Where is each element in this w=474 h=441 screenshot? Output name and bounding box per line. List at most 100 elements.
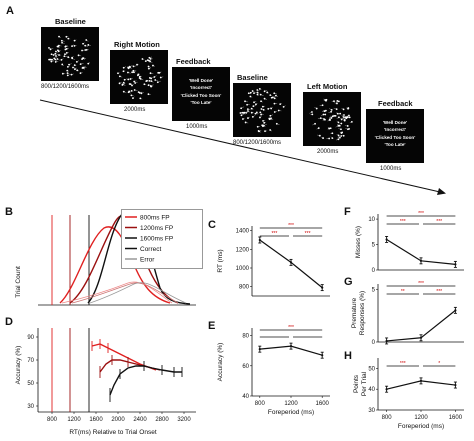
motion-dot bbox=[64, 53, 66, 56]
significance-marker: *** bbox=[436, 219, 442, 225]
panel-h-chart: 50 40 30 800 1200 1600 Foreperiod (ms) PointsPe… bbox=[353, 358, 464, 430]
xlabel: Foreperiod (ms) bbox=[268, 409, 314, 416]
ytick-label: 60 bbox=[242, 364, 249, 370]
motion-dot bbox=[247, 117, 249, 119]
motion-dot bbox=[261, 105, 264, 108]
motion-dot bbox=[128, 65, 131, 68]
motion-dot bbox=[315, 107, 318, 110]
motion-dot bbox=[336, 102, 338, 105]
panel-d-xtick: 1200 bbox=[67, 417, 81, 423]
data-point bbox=[454, 309, 457, 312]
xtick-label: 1200 bbox=[284, 401, 298, 407]
ylabel: PrematureResponses (%) bbox=[351, 291, 366, 335]
motion-dot bbox=[148, 77, 151, 79]
ylabel: Accuracy (%) bbox=[217, 343, 224, 382]
stage-title: Feedback bbox=[176, 57, 211, 66]
xtick-label: 1600 bbox=[316, 401, 330, 407]
motion-dot bbox=[132, 69, 135, 72]
motion-dot bbox=[123, 78, 126, 81]
motion-dot bbox=[337, 138, 340, 141]
motion-dot bbox=[77, 54, 80, 57]
motion-dot bbox=[138, 75, 141, 78]
motion-dot bbox=[66, 69, 69, 72]
motion-dot bbox=[338, 136, 341, 139]
motion-dot bbox=[347, 107, 349, 110]
feedback-options: 'Well Done' 'Incorrect' 'Clicked Too Soon'… bbox=[172, 76, 230, 105]
motion-dot bbox=[127, 91, 130, 94]
motion-dot bbox=[73, 39, 76, 42]
stage-title: Right Motion bbox=[114, 40, 160, 49]
motion-dot bbox=[67, 37, 70, 40]
motion-dot bbox=[84, 44, 87, 47]
data-point bbox=[385, 339, 388, 343]
motion-dot bbox=[50, 60, 53, 63]
stimulus-screen-2 bbox=[110, 50, 168, 104]
motion-dot bbox=[147, 59, 150, 62]
motion-dot bbox=[133, 89, 136, 91]
motion-dot bbox=[122, 90, 125, 93]
motion-dot bbox=[129, 78, 132, 80]
motion-dot bbox=[64, 48, 67, 51]
xtick-label: 800 bbox=[382, 415, 393, 421]
ytick-label: 5 bbox=[372, 243, 376, 249]
legend-label: 800ms FP bbox=[140, 214, 170, 221]
significance-marker: *** bbox=[436, 289, 442, 295]
stimulus-screen-3: 'Well Done' 'Incorrect' 'Clicked Too Soon'… bbox=[172, 67, 230, 121]
panel-e-label: E bbox=[208, 320, 216, 332]
data-point bbox=[454, 383, 457, 387]
feedback-options: 'Well Done' 'Incorrect' 'Clicked Too Soon'… bbox=[366, 118, 424, 147]
motion-dot bbox=[73, 64, 76, 67]
legend-label: 1200ms FP bbox=[140, 225, 173, 232]
motion-dot bbox=[147, 93, 150, 96]
panel-d-label: D bbox=[5, 316, 13, 328]
feedback-line: 'Clicked Too Soon' bbox=[180, 92, 222, 98]
motion-dot bbox=[156, 81, 159, 84]
panel-d-xtick: 2800 bbox=[155, 417, 169, 423]
panel-d-ytick: 90 bbox=[27, 335, 34, 341]
motion-dot bbox=[159, 76, 162, 79]
motion-dot bbox=[267, 108, 270, 110]
significance-marker: *** bbox=[288, 223, 294, 229]
motion-dot bbox=[147, 65, 150, 68]
significance-marker: *** bbox=[400, 361, 406, 367]
panel-d-xtick: 800 bbox=[47, 417, 58, 423]
motion-dot bbox=[256, 125, 259, 128]
stage-duration: 800/1200/1600ms bbox=[233, 140, 282, 146]
data-point bbox=[289, 345, 293, 348]
panel-h-label: H bbox=[344, 350, 352, 362]
ytick-label: 1400 bbox=[236, 229, 250, 235]
panel-b-ylabel: Trial Count bbox=[15, 266, 22, 298]
motion-dot bbox=[50, 53, 53, 56]
xlabel: Foreperiod (ms) bbox=[398, 423, 444, 430]
motion-dot bbox=[54, 52, 57, 55]
motion-dot bbox=[250, 111, 253, 114]
significance-marker: * bbox=[438, 361, 440, 367]
legend-label: Error bbox=[140, 256, 155, 263]
panel-g-label: G bbox=[344, 276, 353, 288]
motion-dot bbox=[317, 127, 320, 130]
motion-dot bbox=[122, 66, 125, 69]
ylabel: RT (ms) bbox=[217, 249, 224, 272]
motion-dot bbox=[260, 100, 262, 103]
stage-duration: 2000ms bbox=[124, 107, 146, 113]
feedback-line: 'Incorrect' bbox=[384, 127, 406, 133]
motion-dot bbox=[330, 117, 333, 119]
motion-dot bbox=[137, 73, 140, 76]
motion-dot bbox=[149, 60, 151, 63]
feedback-line: 'Too Late' bbox=[190, 99, 212, 105]
motion-dot bbox=[256, 89, 259, 91]
motion-dot bbox=[240, 107, 243, 110]
motion-dot bbox=[247, 110, 249, 112]
stage-title: Baseline bbox=[237, 73, 268, 82]
motion-dot bbox=[242, 118, 244, 120]
motion-dot bbox=[334, 114, 337, 117]
motion-dot bbox=[270, 96, 273, 99]
ylabel: Misses (%) bbox=[355, 226, 362, 258]
panel-d-ytick: 70 bbox=[27, 358, 34, 364]
motion-dot bbox=[239, 112, 242, 114]
significance-marker: *** bbox=[418, 281, 424, 287]
significance-marker: *** bbox=[305, 231, 311, 237]
motion-dot bbox=[243, 111, 246, 114]
